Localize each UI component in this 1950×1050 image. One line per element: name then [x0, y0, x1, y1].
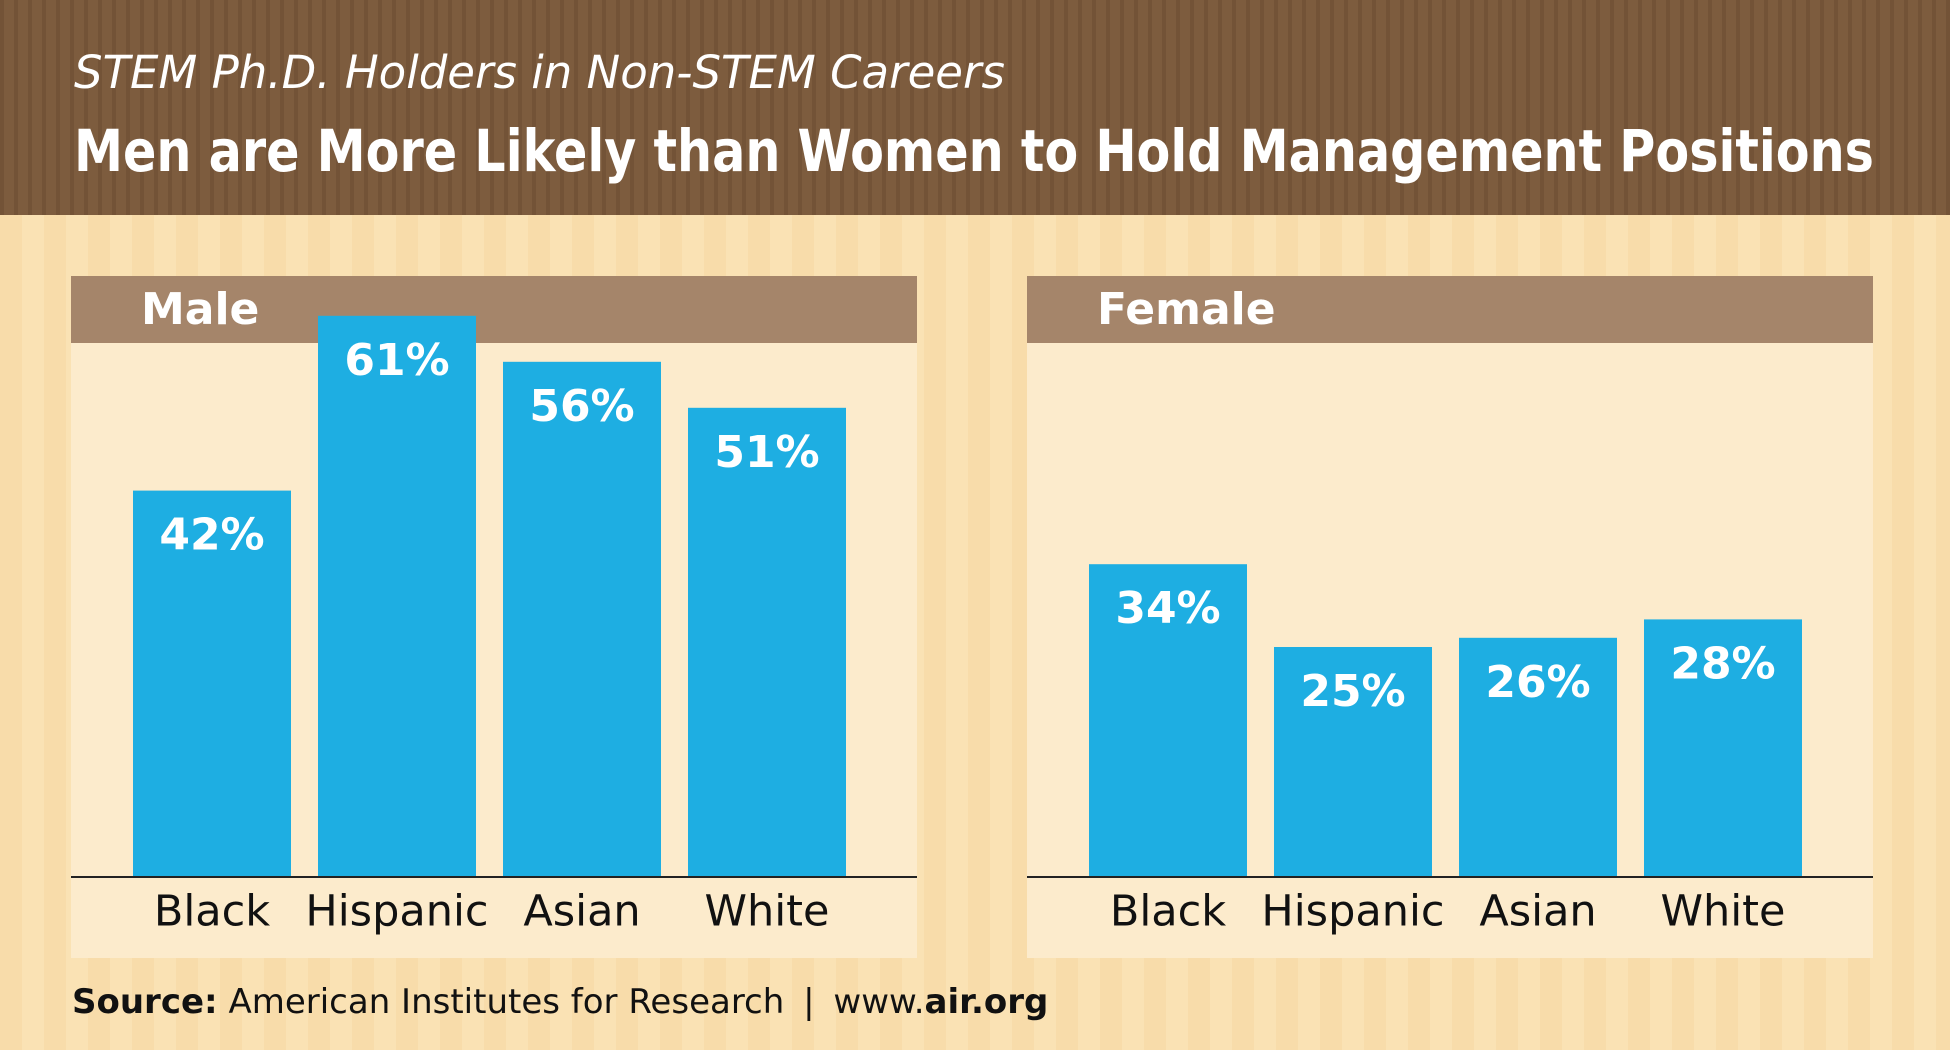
x-tick-label: Hispanic	[1261, 887, 1444, 937]
source-site: air.org	[925, 982, 1049, 1022]
bar	[1644, 619, 1802, 877]
panel-header	[1027, 276, 1873, 343]
chart-title: Female	[1097, 284, 1276, 335]
value-label: 28%	[1670, 638, 1775, 689]
value-label: 61%	[344, 335, 449, 386]
value-label: 51%	[714, 427, 819, 478]
source-label: Source:	[72, 982, 218, 1022]
bar	[1459, 637, 1617, 877]
value-label: 26%	[1485, 657, 1590, 708]
x-tick-label: Asian	[523, 887, 640, 937]
value-label: 34%	[1115, 583, 1220, 634]
source-site-prefix: www.	[833, 982, 924, 1022]
source-separator: |	[803, 982, 814, 1022]
bar	[688, 407, 846, 877]
header-band	[0, 0, 1950, 215]
x-tick-label: Black	[154, 887, 270, 937]
x-tick-label: White	[1660, 887, 1785, 937]
chart-title: Male	[141, 284, 259, 335]
x-tick-label: White	[704, 887, 829, 937]
value-label: 56%	[529, 381, 634, 432]
value-label: 25%	[1300, 666, 1405, 717]
value-label: 42%	[159, 510, 264, 561]
x-tick-label: Hispanic	[305, 887, 488, 937]
bar	[1274, 647, 1432, 877]
x-tick-label: Asian	[1479, 887, 1596, 937]
bar	[318, 315, 476, 877]
subtitle: STEM Ph.D. Holders in Non-STEM Careers	[74, 46, 1005, 99]
title: Men are More Likely than Women to Hold M…	[74, 117, 1874, 185]
source-name: American Institutes for Research	[228, 982, 784, 1022]
bar	[133, 490, 291, 877]
source: Source: American Institutes for Research…	[72, 982, 1048, 1022]
panel-header	[71, 276, 917, 343]
bar	[1089, 564, 1247, 877]
bar	[503, 361, 661, 877]
x-tick-label: Black	[1110, 887, 1226, 937]
